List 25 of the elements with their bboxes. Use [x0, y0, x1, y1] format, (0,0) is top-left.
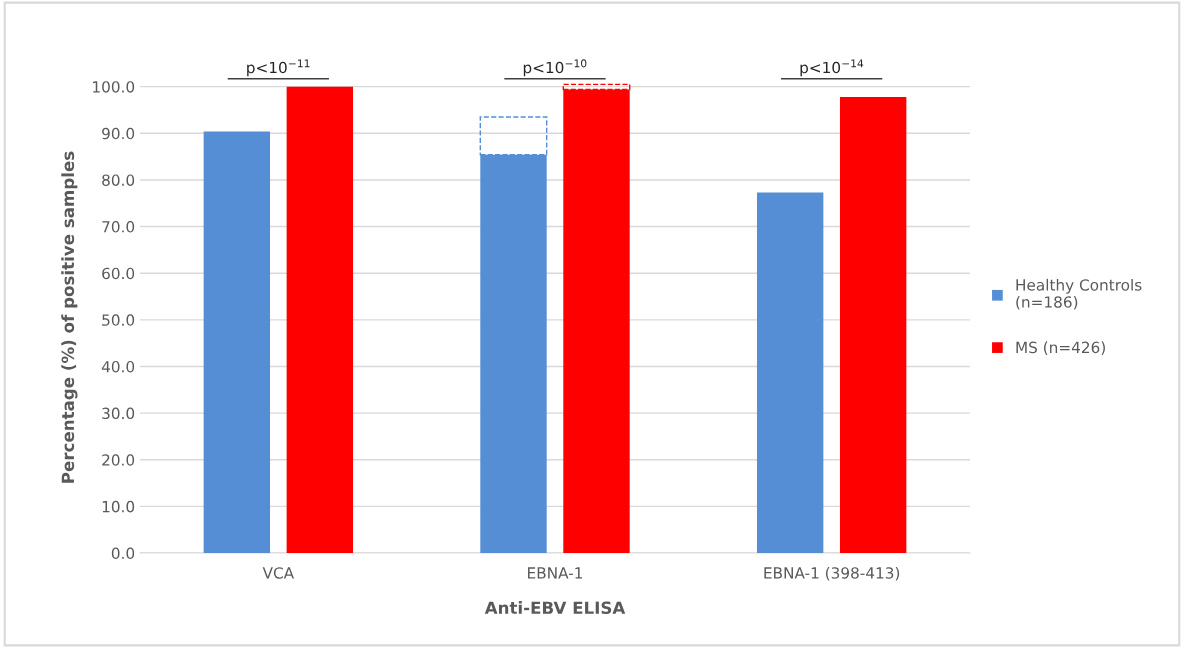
x-tick-label: EBNA-1 [528, 567, 583, 579]
text: p<10$^{−11}$ [247, 59, 310, 77]
x-tick-label: VCA [262, 567, 294, 579]
bar [839, 96, 907, 553]
y-axis-title: Percentage (%) of positive samples [61, 151, 78, 483]
legend-label: MS (n=426) [1016, 341, 1105, 355]
bar [286, 86, 354, 553]
text: p<10$^{−14}$ [800, 59, 864, 77]
y-tick-label: 30.0 [102, 407, 135, 420]
y-tick-label: 0.0 [111, 547, 135, 560]
x-axis-title: Anti-EBV ELISA [484, 601, 626, 615]
y-tick-label: 70.0 [102, 221, 135, 233]
y-tick-label: 60.0 [102, 267, 135, 280]
y-tick-label: 20.0 [102, 454, 135, 466]
y-tick-label: 50.0 [102, 314, 135, 326]
y-tick-label: 100.0 [93, 81, 135, 93]
bar [203, 131, 271, 553]
y-tick-label: 90.0 [102, 127, 135, 140]
y-tick-label: 40.0 [101, 360, 135, 373]
y-tick-label: 80.0 [102, 174, 135, 186]
text: p<10$^{−10}$ [523, 59, 587, 77]
legend-label: Healthy Controls (n=186) [1016, 278, 1142, 310]
y-tick-label: 10.0 [102, 500, 135, 513]
bar [756, 192, 824, 553]
x-tick-label: EBNA-1 (398-413) [764, 566, 900, 581]
